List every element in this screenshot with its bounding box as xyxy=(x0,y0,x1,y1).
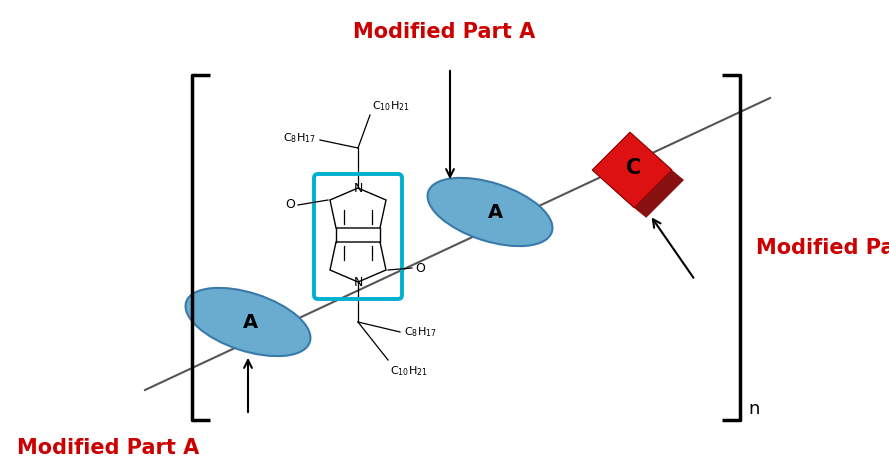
Polygon shape xyxy=(592,132,672,208)
Text: A: A xyxy=(487,202,502,221)
Polygon shape xyxy=(592,170,646,218)
Text: N: N xyxy=(353,276,363,288)
Text: A: A xyxy=(243,312,258,331)
Text: N: N xyxy=(353,182,363,194)
Text: C$_8$H$_{17}$: C$_8$H$_{17}$ xyxy=(404,325,436,339)
Text: C$_{10}$H$_{21}$: C$_{10}$H$_{21}$ xyxy=(372,99,410,113)
Text: O: O xyxy=(415,261,425,275)
Text: C$_8$H$_{17}$: C$_8$H$_{17}$ xyxy=(284,131,316,145)
Ellipse shape xyxy=(186,288,310,356)
Polygon shape xyxy=(634,170,684,218)
Text: C: C xyxy=(627,158,642,178)
Text: O: O xyxy=(285,199,295,211)
Text: Modified Part A: Modified Part A xyxy=(17,438,199,458)
Text: Modified Part A: Modified Part A xyxy=(353,22,535,42)
Text: n: n xyxy=(748,400,759,418)
Text: Modified Part C: Modified Part C xyxy=(756,238,889,258)
Text: C$_{10}$H$_{21}$: C$_{10}$H$_{21}$ xyxy=(390,364,428,378)
Ellipse shape xyxy=(428,178,552,246)
